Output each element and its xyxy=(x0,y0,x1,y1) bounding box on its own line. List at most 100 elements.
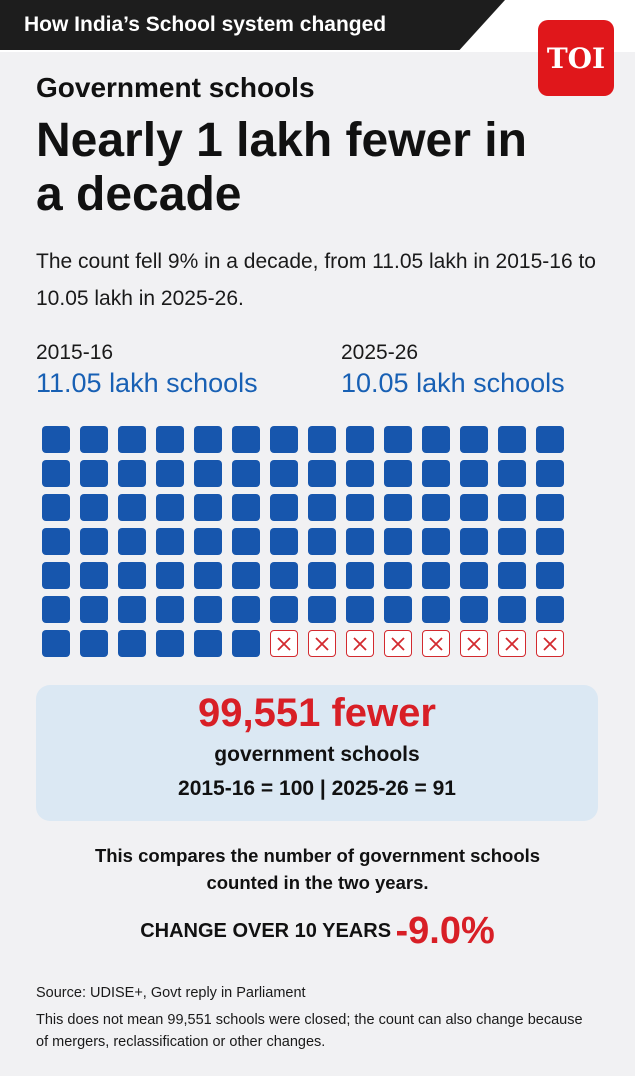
left-count: 11.05 lakh schools xyxy=(36,368,258,398)
school-square xyxy=(232,596,260,623)
school-square xyxy=(536,596,564,623)
school-square xyxy=(498,460,526,487)
school-square xyxy=(460,562,488,589)
school-square xyxy=(42,528,70,555)
cross-icon xyxy=(315,636,329,651)
lost-school-square xyxy=(460,630,488,657)
school-square xyxy=(118,596,146,623)
school-square xyxy=(232,494,260,521)
school-square xyxy=(384,528,412,555)
school-square xyxy=(156,562,184,589)
school-square xyxy=(384,460,412,487)
cross-icon xyxy=(505,636,519,651)
source-line: Source: UDISE+, Govt reply in Parliament xyxy=(36,985,306,1001)
change-label: CHANGE OVER 10 YEARS xyxy=(140,920,392,942)
school-square xyxy=(80,562,108,589)
school-square xyxy=(194,562,222,589)
school-square xyxy=(80,630,108,657)
school-square xyxy=(42,494,70,521)
lost-school-square xyxy=(308,630,336,657)
summary-panel: 99,551 fewer government schools 2015-16 … xyxy=(36,685,598,821)
school-square xyxy=(536,460,564,487)
school-square xyxy=(232,460,260,487)
school-square xyxy=(80,596,108,623)
school-square xyxy=(460,426,488,453)
school-square xyxy=(80,460,108,487)
school-square xyxy=(194,528,222,555)
panel-index: 2015-16 = 100 | 2025-26 = 91 xyxy=(178,777,456,800)
school-square xyxy=(422,426,450,453)
right-count: 10.05 lakh schools xyxy=(341,368,565,398)
school-square xyxy=(118,460,146,487)
school-square xyxy=(118,528,146,555)
school-square xyxy=(270,426,298,453)
school-square xyxy=(232,630,260,657)
school-square xyxy=(308,562,336,589)
school-square xyxy=(270,596,298,623)
school-square xyxy=(384,494,412,521)
school-square xyxy=(346,562,374,589)
school-square xyxy=(270,562,298,589)
school-square xyxy=(536,494,564,521)
school-square xyxy=(308,460,336,487)
lost-school-square xyxy=(384,630,412,657)
school-square xyxy=(498,596,526,623)
lost-school-square xyxy=(346,630,374,657)
school-square xyxy=(308,494,336,521)
school-square xyxy=(118,630,146,657)
school-square xyxy=(384,596,412,623)
lost-school-square xyxy=(536,630,564,657)
school-square xyxy=(42,426,70,453)
school-square xyxy=(232,426,260,453)
fewer-count: 99,551 fewer xyxy=(198,691,436,735)
school-square xyxy=(156,426,184,453)
school-square xyxy=(232,528,260,555)
school-square xyxy=(346,596,374,623)
cross-icon xyxy=(543,636,557,651)
school-square xyxy=(346,460,374,487)
cross-icon xyxy=(467,636,481,651)
school-square xyxy=(460,494,488,521)
toi-logo[interactable]: TOI xyxy=(538,20,614,96)
logo-text: TOI xyxy=(546,41,606,75)
school-square xyxy=(42,596,70,623)
school-square xyxy=(156,630,184,657)
school-square xyxy=(422,494,450,521)
school-square xyxy=(460,596,488,623)
school-square xyxy=(270,528,298,555)
school-square xyxy=(80,426,108,453)
school-square xyxy=(156,494,184,521)
school-square xyxy=(232,562,260,589)
school-square xyxy=(42,562,70,589)
school-square xyxy=(308,528,336,555)
school-square xyxy=(460,528,488,555)
school-square xyxy=(384,562,412,589)
change-row: CHANGE OVER 10 YEARS -9.0% xyxy=(0,910,635,953)
school-square xyxy=(346,494,374,521)
school-square xyxy=(156,596,184,623)
school-square xyxy=(270,494,298,521)
school-square xyxy=(308,596,336,623)
school-square xyxy=(270,460,298,487)
school-square xyxy=(422,596,450,623)
right-year: 2025-26 xyxy=(341,341,419,364)
section-subtitle: Government schools xyxy=(36,72,315,103)
school-square xyxy=(422,562,450,589)
cross-icon xyxy=(353,636,367,651)
cross-icon xyxy=(429,636,443,651)
school-square xyxy=(156,460,184,487)
school-square xyxy=(42,460,70,487)
header-band: How India’s School system changed xyxy=(0,0,635,52)
school-square xyxy=(460,460,488,487)
school-square xyxy=(118,426,146,453)
cross-icon xyxy=(277,636,291,651)
school-square xyxy=(536,426,564,453)
school-square-grid xyxy=(42,426,564,657)
lede-text: The count fell 9% in a decade, from 11.0… xyxy=(36,250,596,310)
school-square xyxy=(118,494,146,521)
school-square xyxy=(80,494,108,521)
change-value: -9.0% xyxy=(395,910,495,952)
school-square xyxy=(194,596,222,623)
school-square xyxy=(536,528,564,555)
school-square xyxy=(194,460,222,487)
